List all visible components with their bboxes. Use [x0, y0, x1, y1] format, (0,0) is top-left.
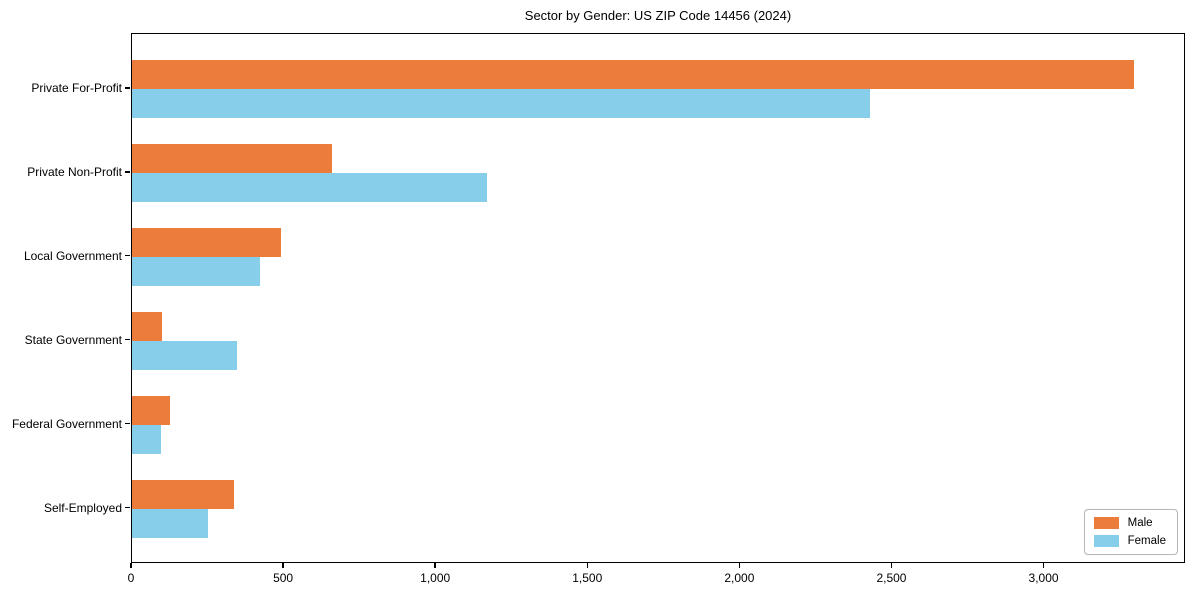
- plot-area: Male Female: [131, 33, 1185, 563]
- y-tick-mark: [125, 422, 130, 425]
- x-tick-label-2500: 2,500: [876, 571, 907, 585]
- legend-swatch-male: [1093, 517, 1119, 529]
- x-tick-mark: [890, 563, 893, 568]
- bar-female-state-government: [132, 340, 237, 370]
- legend-label-female: Female: [1127, 535, 1166, 547]
- bar-female-private-non-profit: [132, 172, 488, 202]
- bar-female-self-employed: [132, 508, 208, 538]
- y-tick-mark: [125, 506, 130, 509]
- bar-male-local-government: [132, 227, 281, 257]
- x-tick-mark: [738, 563, 741, 568]
- bar-male-federal-government: [132, 395, 170, 425]
- y-tick-label-private-non-profit: Private Non-Profit: [27, 164, 122, 179]
- y-tick-label-local-government: Local Government: [23, 248, 122, 263]
- y-tick-label-self-employed: Self-Employed: [43, 500, 122, 515]
- y-tick-mark: [125, 339, 130, 341]
- bar-female-private-for-profit: [132, 89, 870, 118]
- y-tick-label-state-government: State Government: [24, 332, 122, 347]
- x-tick-mark: [434, 563, 436, 568]
- x-tick-label-0: 0: [127, 571, 135, 585]
- legend-label-male: Male: [1127, 517, 1153, 529]
- x-tick-mark: [130, 563, 132, 568]
- y-tick-label-federal-government: Federal Government: [11, 416, 122, 431]
- y-tick-mark: [125, 87, 130, 89]
- bar-female-local-government: [132, 256, 260, 286]
- x-tick-label-2000: 2,000: [724, 571, 755, 585]
- y-tick-mark: [125, 171, 130, 173]
- x-tick-label-1000: 1,000: [420, 571, 451, 585]
- chart-title: Sector by Gender: US ZIP Code 14456 (202…: [524, 8, 792, 23]
- x-tick-mark: [586, 563, 588, 568]
- y-tick-label-private-for-profit: Private For-Profit: [31, 81, 122, 95]
- x-tick-label-500: 500: [273, 571, 294, 585]
- x-tick-label-3000: 3,000: [1028, 571, 1059, 585]
- x-tick-mark: [282, 563, 284, 568]
- bar-female-federal-government: [132, 424, 161, 454]
- bar-male-private-non-profit: [132, 143, 333, 173]
- x-tick-label-1500: 1,500: [572, 571, 603, 585]
- bar-male-state-government: [132, 311, 163, 341]
- legend: Male Female: [1083, 509, 1178, 555]
- x-tick-mark: [1042, 563, 1045, 568]
- legend-swatch-female: [1093, 535, 1119, 547]
- bar-male-private-for-profit: [132, 60, 1134, 89]
- legend-entry-male: Male: [1093, 517, 1166, 529]
- legend-entry-female: Female: [1093, 535, 1166, 547]
- bar-male-self-employed: [132, 479, 234, 509]
- y-tick-mark: [125, 255, 130, 257]
